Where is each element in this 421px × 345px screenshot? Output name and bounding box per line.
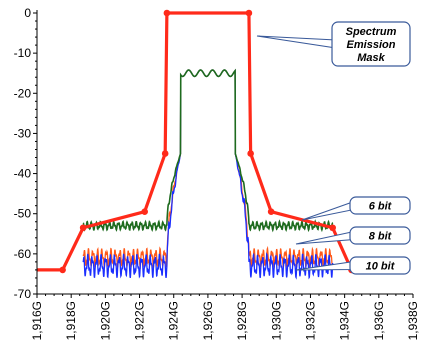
callout-pointer — [301, 200, 355, 221]
mask-line — [37, 11, 379, 272]
x-tick-label: 1,936G — [372, 301, 386, 340]
series-layer — [82, 68, 334, 280]
x-tick-label: 1,934G — [338, 301, 352, 340]
callout-text: Emission — [347, 39, 396, 51]
callout-text: 8 bit — [369, 231, 393, 243]
x-tick-label: 1,922G — [133, 301, 147, 340]
callout-text: Spectrum — [346, 26, 397, 38]
callout-text: Mask — [357, 52, 385, 64]
x-tick-label: 1,924G — [167, 301, 181, 340]
x-tick-label: 1,926G — [201, 301, 215, 340]
mask-layer — [37, 9, 379, 274]
callout-text: 10 bit — [366, 261, 396, 273]
mask-point — [163, 9, 171, 17]
axis-layer: 0 -10 -20 -30 -40 -50 -60 -701,916G 1,918G 1,920G… — [14, 6, 420, 340]
callout-bit8: 8 bit — [295, 226, 411, 245]
y-tick-label: 0 — [24, 6, 31, 20]
mask-point — [141, 208, 148, 216]
callout-text: 6 bit — [369, 201, 393, 213]
callout-box — [349, 256, 411, 275]
callout-bit10: 10 bit — [295, 256, 411, 275]
callout-box — [331, 21, 411, 67]
series-line-bit6 — [82, 68, 334, 233]
y-tick-label: -70 — [14, 287, 32, 301]
x-tick-label: 1,928G — [235, 301, 249, 340]
callout-box — [349, 226, 411, 245]
y-tick-label: -40 — [14, 167, 32, 181]
y-tick-label: -10 — [14, 46, 32, 60]
y-tick-label: -60 — [14, 247, 32, 261]
mask-point — [245, 9, 253, 17]
x-tick-label: 1,918G — [64, 301, 78, 340]
mask-point — [59, 266, 66, 274]
x-tick-label: 1,916G — [30, 301, 44, 340]
callout-bit6: 6 bit — [301, 196, 411, 221]
x-tick-label: 1,938G — [406, 301, 420, 340]
mask-point — [79, 224, 87, 232]
y-tick-label: -50 — [14, 207, 32, 221]
x-tick-label: 1,930G — [269, 301, 283, 340]
mask-point — [161, 150, 169, 157]
callout-pointer — [295, 230, 355, 245]
mask-point — [329, 224, 336, 232]
mask-point — [247, 150, 254, 157]
y-tick-label: -30 — [14, 126, 32, 140]
series-line-bit10 — [82, 68, 334, 280]
series-line-bit8 — [82, 68, 334, 270]
mask-point — [267, 208, 275, 216]
callout-pointer — [256, 35, 337, 49]
y-tick-label: -20 — [14, 86, 32, 100]
callout-box — [349, 196, 411, 215]
x-tick-label: 1,932G — [303, 301, 317, 340]
x-tick-label: 1,920G — [98, 301, 112, 340]
